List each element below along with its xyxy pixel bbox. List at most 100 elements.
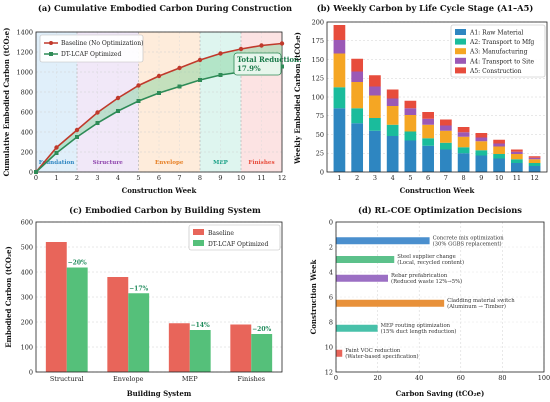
bar-optimized xyxy=(189,330,211,372)
data-point-optimized xyxy=(136,99,141,103)
data-point-optimized xyxy=(157,91,161,95)
x-tick-label: Structural xyxy=(50,375,84,383)
bar-segment-a2 xyxy=(333,87,346,109)
bar-segment-a1 xyxy=(333,108,346,172)
phase-label: Finishes xyxy=(248,160,274,166)
legend-label-optimized: DT-LCAF Optimized xyxy=(61,51,121,58)
bar-segment-a2 xyxy=(386,124,399,136)
y-tick-label: 300 xyxy=(21,293,33,301)
bar-segment-a5 xyxy=(475,133,488,138)
bar-segment-a1 xyxy=(528,166,541,172)
data-point-optimized xyxy=(177,84,182,89)
panel-a-xlabel: Construction Week xyxy=(122,186,197,195)
legend-label: A5: Construction xyxy=(469,68,522,75)
bar-segment-a5 xyxy=(333,25,346,40)
data-point-baseline xyxy=(115,95,121,101)
y-tick-label: 50 xyxy=(316,131,324,139)
bar-segment-a5 xyxy=(351,58,364,72)
panel-b-title: (b) Weekly Carbon by Life Cycle Stage (A… xyxy=(317,3,534,13)
y-tick-label: 200 xyxy=(312,18,324,26)
data-point-optimized xyxy=(198,78,202,82)
bar-segment-a2 xyxy=(528,163,541,166)
bar-segment-a1 xyxy=(510,163,523,172)
bar-segment-a5 xyxy=(422,112,434,119)
x-tick-label: 5 xyxy=(136,174,140,182)
decision-bar xyxy=(336,324,378,332)
y-tick-label: 75 xyxy=(316,112,324,120)
bar-segment-a2 xyxy=(369,118,381,131)
x-tick-label: 9 xyxy=(479,174,483,182)
decision-label: Rebar prefabrication xyxy=(391,273,448,279)
y-tick-label: 0 xyxy=(29,168,33,176)
bar-optimized xyxy=(128,293,150,372)
x-tick-label: 10 xyxy=(237,174,245,182)
x-tick-label: 1 xyxy=(54,174,58,182)
panel-a-frame xyxy=(35,31,283,173)
bar-segment-a2 xyxy=(422,138,434,146)
x-tick-label: 6 xyxy=(426,174,430,182)
x-tick-label: 11 xyxy=(513,174,521,182)
decision-bar xyxy=(336,299,445,307)
y-tick-label: 12 xyxy=(325,368,333,376)
legend-marker-optimized xyxy=(49,52,53,56)
bar-segment-a4 xyxy=(422,118,434,125)
bar-segment-a2 xyxy=(440,142,452,150)
x-tick-label: 10 xyxy=(495,174,503,182)
y-tick-label: 2 xyxy=(329,243,333,251)
data-point-optimized xyxy=(280,64,284,69)
bar-segment-a1 xyxy=(369,130,381,172)
panel-a-ylabel: Cumulative Embodied Carbon (tCO₂e) xyxy=(2,28,11,177)
decision-label: Concrete mix optimization xyxy=(433,235,505,241)
bar-segment-a2 xyxy=(493,154,505,159)
bar-segment-a4 xyxy=(475,137,488,142)
panel-b-xlabel: Construction Week xyxy=(400,186,475,195)
x-tick-label: 8 xyxy=(462,174,466,182)
legend-label: A2: Transport to Mfg xyxy=(469,39,534,46)
decision-label: Paint VOC reduction xyxy=(345,348,401,354)
data-point-optimized xyxy=(218,73,223,77)
bar-optimized xyxy=(66,267,88,372)
decision-detail: (15% duct length reduction) xyxy=(381,328,457,335)
x-tick-label: 3 xyxy=(95,174,99,182)
y-tick-label: 400 xyxy=(21,128,33,136)
bar-segment-a3 xyxy=(351,82,364,109)
panel-c: (c) Embodied Carbon by Building System −… xyxy=(4,205,283,398)
bar-segment-a4 xyxy=(369,86,381,96)
decision-bar xyxy=(336,256,395,263)
bar-segment-a3 xyxy=(528,159,541,163)
legend-swatch xyxy=(455,67,466,74)
legend-swatch-baseline xyxy=(193,229,204,235)
y-tick-label: 1400 xyxy=(16,28,33,36)
bar-baseline xyxy=(45,242,67,372)
bar-segment-a4 xyxy=(528,157,541,160)
x-tick-label: 4 xyxy=(116,174,120,182)
y-tick-label: 10 xyxy=(325,343,333,351)
x-tick-label: 80 xyxy=(498,374,506,382)
data-point-optimized xyxy=(75,135,79,139)
reduction-label: −20% xyxy=(68,260,87,267)
y-tick-label: 200 xyxy=(21,318,33,326)
x-tick-label: 0 xyxy=(34,174,38,182)
bar-segment-a4 xyxy=(493,143,505,147)
data-point-baseline xyxy=(259,43,264,48)
y-tick-label: 100 xyxy=(21,343,33,351)
panel-a-title: (a) Cumulative Embodied Carbon During Co… xyxy=(38,3,292,13)
legend-box xyxy=(188,224,281,251)
bar-segment-a1 xyxy=(440,149,452,172)
x-tick-label: MEP xyxy=(182,375,198,383)
data-point-baseline xyxy=(136,83,141,88)
y-tick-label: 125 xyxy=(312,75,324,83)
data-point-optimized xyxy=(116,109,120,113)
bar-segment-a3 xyxy=(369,95,381,118)
decision-detail: (Local, recycled content) xyxy=(397,259,464,266)
y-tick-label: 600 xyxy=(21,108,33,116)
decision-detail: (Aluminum → Timber) xyxy=(447,303,506,310)
legend-swatch xyxy=(455,48,466,55)
phase-label: MEP xyxy=(213,160,228,166)
annotation-line2: 17.9% xyxy=(237,64,261,73)
bar-segment-a1 xyxy=(493,158,505,172)
bar-segment-a1 xyxy=(351,123,364,172)
panel-d-ylabel: Construction Week xyxy=(309,260,318,335)
data-point-baseline xyxy=(197,57,203,63)
